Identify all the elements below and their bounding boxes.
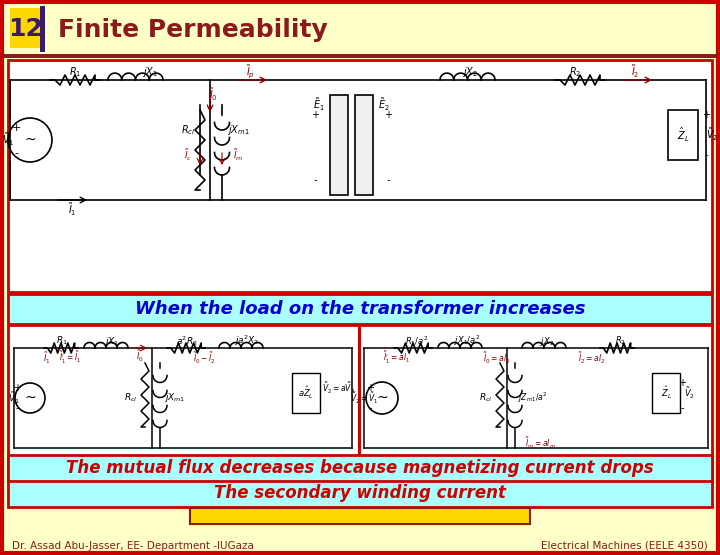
Text: Finite Permeability: Finite Permeability	[58, 18, 328, 42]
Text: $ja^2X_2$: $ja^2X_2$	[235, 334, 260, 348]
FancyBboxPatch shape	[8, 325, 712, 477]
FancyBboxPatch shape	[190, 508, 530, 524]
FancyBboxPatch shape	[355, 95, 373, 195]
Text: $\tilde{I}_2$: $\tilde{I}_2$	[631, 64, 639, 80]
Text: -: -	[704, 150, 708, 160]
Text: +: +	[678, 378, 686, 388]
FancyBboxPatch shape	[10, 8, 42, 48]
FancyBboxPatch shape	[2, 54, 718, 58]
Text: ~: ~	[376, 391, 388, 405]
Text: Electrical Machines (EELE 4350): Electrical Machines (EELE 4350)	[541, 541, 708, 551]
Text: The secondary winding current: The secondary winding current	[214, 484, 506, 502]
Text: $\tilde{I}_c$: $\tilde{I}_c$	[184, 148, 192, 163]
Text: $\tilde{I}_0-\tilde{I}_2$: $\tilde{I}_0-\tilde{I}_2$	[193, 350, 215, 366]
Text: $\tilde{I}_1$: $\tilde{I}_1$	[68, 201, 76, 218]
Text: +: +	[366, 383, 374, 393]
Text: -: -	[680, 403, 684, 413]
FancyBboxPatch shape	[668, 110, 698, 160]
FancyBboxPatch shape	[8, 455, 712, 481]
Text: -: -	[15, 403, 19, 413]
Text: $\tilde{I}_2=aI_2$: $\tilde{I}_2=aI_2$	[578, 350, 606, 366]
Text: Dr. Assad Abu-Jasser, EE- Department -IUGaza: Dr. Assad Abu-Jasser, EE- Department -IU…	[12, 541, 254, 551]
Text: -: -	[313, 175, 317, 185]
Text: $\tilde{I}_0$: $\tilde{I}_0$	[209, 87, 217, 103]
Text: $\tilde{I}_m=aI_m$: $\tilde{I}_m=aI_m$	[525, 436, 556, 451]
Text: $\tilde{I}_p$: $\tilde{I}_p$	[246, 63, 254, 80]
FancyBboxPatch shape	[8, 60, 712, 292]
Text: $R_1$: $R_1$	[56, 335, 68, 347]
Text: $R_2$: $R_2$	[569, 65, 581, 79]
FancyBboxPatch shape	[652, 373, 680, 413]
Text: $jX_1$: $jX_1$	[104, 335, 120, 347]
Text: $a^2R_2$: $a^2R_2$	[176, 334, 198, 348]
Text: $R_1$: $R_1$	[69, 65, 81, 79]
Text: ~: ~	[24, 391, 36, 405]
FancyBboxPatch shape	[40, 6, 45, 52]
Text: +: +	[12, 123, 21, 133]
Text: $j X_1$: $j X_1$	[142, 65, 158, 79]
Text: $jX_{m1}$: $jX_{m1}$	[164, 391, 185, 405]
Text: $\tilde{V}_1$: $\tilde{V}_1$	[8, 390, 20, 406]
Text: $a\hat{Z}_L$: $a\hat{Z}_L$	[298, 385, 314, 401]
Text: When the load on the transformer increases: When the load on the transformer increas…	[135, 300, 585, 318]
Text: $R_{cl}$: $R_{cl}$	[124, 392, 137, 404]
FancyBboxPatch shape	[8, 479, 712, 507]
Text: $jZ_{m1}/a^2$: $jZ_{m1}/a^2$	[518, 391, 548, 405]
Text: $R_2$: $R_2$	[614, 335, 626, 347]
Text: $\tilde{I}_1'=\tilde{I}_1$: $\tilde{I}_1'=\tilde{I}_1$	[59, 350, 81, 366]
Text: $\tilde{V}_1$: $\tilde{V}_1$	[2, 132, 14, 148]
Text: $\tilde{V}_2=a\tilde{V}_2$: $\tilde{V}_2=a\tilde{V}_2$	[322, 380, 355, 396]
Text: $R_1/a^2$: $R_1/a^2$	[405, 334, 428, 348]
Text: $\tilde{V}_2=\tilde{V}_1$: $\tilde{V}_2=\tilde{V}_1$	[350, 391, 378, 406]
Text: $\tilde{I}_0=aI_0$: $\tilde{I}_0=aI_0$	[483, 350, 510, 366]
Text: $\tilde{I}_0$: $\tilde{I}_0$	[136, 349, 144, 364]
Text: $\hat{Z}_L$: $\hat{Z}_L$	[660, 385, 672, 401]
FancyBboxPatch shape	[8, 294, 712, 324]
FancyBboxPatch shape	[330, 95, 348, 195]
Text: $R_{cl}$: $R_{cl}$	[181, 123, 195, 137]
Text: $R_{cl}$: $R_{cl}$	[479, 392, 492, 404]
Text: $\tilde{V}_2$: $\tilde{V}_2$	[684, 385, 695, 401]
Text: $\tilde{I}_1$: $\tilde{I}_1$	[43, 350, 51, 366]
Text: $\tilde{I}_1'=aI_1$: $\tilde{I}_1'=aI_1$	[384, 350, 410, 366]
Text: +: +	[702, 110, 710, 120]
Text: -: -	[386, 175, 390, 185]
FancyBboxPatch shape	[358, 325, 361, 477]
Text: $\tilde{I}_m$: $\tilde{I}_m$	[233, 148, 243, 163]
Text: +: +	[311, 110, 319, 120]
Text: $\tilde{E}_1$: $\tilde{E}_1$	[313, 97, 325, 113]
Text: $j X_2$: $j X_2$	[462, 65, 478, 79]
Text: -: -	[368, 403, 372, 413]
FancyBboxPatch shape	[292, 373, 320, 413]
Text: The mutual flux decreases because magnetizing current drops: The mutual flux decreases because magnet…	[66, 459, 654, 477]
Text: $jX_2$: $jX_2$	[540, 335, 554, 347]
Text: +: +	[384, 110, 392, 120]
Text: -: -	[14, 148, 18, 158]
Text: $jX_1/a^2$: $jX_1/a^2$	[454, 334, 480, 348]
Text: 12: 12	[9, 17, 43, 41]
Text: $\hat{Z}_L$: $\hat{Z}_L$	[677, 126, 689, 144]
Text: +: +	[13, 383, 21, 393]
Text: $\tilde{V}_2$: $\tilde{V}_2$	[706, 127, 719, 143]
Text: $\tilde{E}_2$: $\tilde{E}_2$	[378, 97, 390, 113]
Text: $jX_{m1}$: $jX_{m1}$	[227, 123, 250, 137]
Text: ~: ~	[24, 133, 36, 147]
